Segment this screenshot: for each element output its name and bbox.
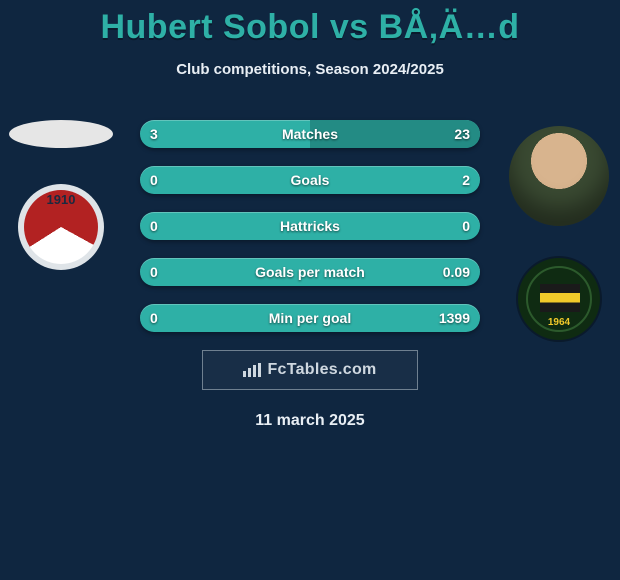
stat-value-right: 23 <box>454 120 470 148</box>
stat-row: 0Goals2 <box>140 166 480 194</box>
club-badge-right: 1964 <box>516 256 602 342</box>
comparison-content: 1910 1964 3Matches230Goals20Hattricks00G… <box>0 120 620 430</box>
watermark: FcTables.com <box>202 350 418 390</box>
stat-bars: 3Matches230Goals20Hattricks00Goals per m… <box>140 120 480 332</box>
player-photo-left-placeholder <box>9 120 113 148</box>
stat-value-right: 0.09 <box>443 258 470 286</box>
stat-row: 0Min per goal1399 <box>140 304 480 332</box>
page-title: Hubert Sobol vs BÅ‚Ä…d <box>0 0 620 47</box>
stat-value-right: 1399 <box>439 304 470 332</box>
stat-row: 0Hattricks0 <box>140 212 480 240</box>
stat-value-right: 0 <box>462 212 470 240</box>
right-column: 1964 <box>506 120 612 342</box>
stat-value-right: 2 <box>462 166 470 194</box>
club-badge-left: 1910 <box>18 184 104 270</box>
stat-row: 3Matches23 <box>140 120 480 148</box>
stat-label: Min per goal <box>140 304 480 332</box>
stat-label: Goals per match <box>140 258 480 286</box>
watermark-text: FcTables.com <box>267 361 376 379</box>
bar-chart-icon <box>243 363 261 377</box>
stat-label: Hattricks <box>140 212 480 240</box>
date-stamp: 11 march 2025 <box>0 412 620 430</box>
left-column: 1910 <box>8 120 114 270</box>
stat-label: Goals <box>140 166 480 194</box>
club-badge-left-year: 1910 <box>18 192 104 207</box>
stat-label: Matches <box>140 120 480 148</box>
player-photo-right <box>509 126 609 226</box>
subtitle: Club competitions, Season 2024/2025 <box>0 61 620 78</box>
club-badge-right-year: 1964 <box>518 317 600 328</box>
stat-row: 0Goals per match0.09 <box>140 258 480 286</box>
